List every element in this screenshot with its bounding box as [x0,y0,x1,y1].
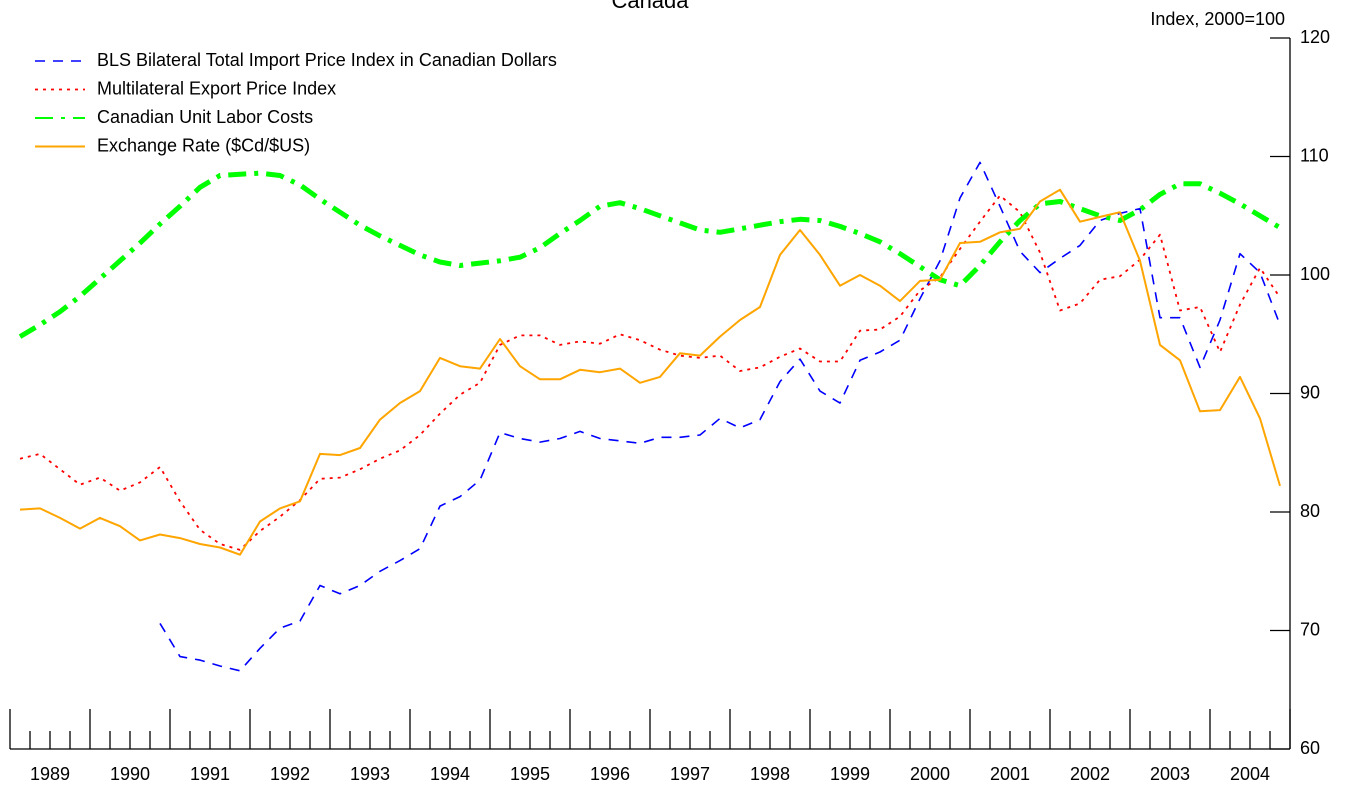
x-tick-label: 2002 [1070,764,1110,784]
y-axis-label: Index, 2000=100 [1150,9,1285,29]
legend-label: BLS Bilateral Total Import Price Index i… [97,50,557,70]
x-tick-label: 2001 [990,764,1030,784]
x-tick-label: 1996 [590,764,630,784]
y-tick-label: 120 [1300,27,1330,47]
x-tick-label: 1989 [30,764,70,784]
y-tick-label: 60 [1300,738,1320,758]
x-tick-label: 1992 [270,764,310,784]
x-tick-label: 1995 [510,764,550,784]
series-line [19,188,1281,556]
x-tick-label: 2000 [910,764,950,784]
x-tick-label: 1998 [750,764,790,784]
legend-label: Canadian Unit Labor Costs [97,107,313,127]
x-tick-label: 1991 [190,764,230,784]
x-tick-label: 1999 [830,764,870,784]
x-tick-label: 2004 [1230,764,1270,784]
x-tick-label: 1994 [430,764,470,784]
x-tick-label: 2003 [1150,764,1190,784]
x-tick-label: 1990 [110,764,150,784]
series-line [19,194,1281,551]
y-tick-label: 70 [1300,619,1320,639]
chart-title: Canada [611,0,689,13]
y-tick-label: 90 [1300,382,1320,402]
y-tick-label: 80 [1300,501,1320,521]
legend-label: Exchange Rate ($Cd/$US) [97,135,310,155]
y-tick-label: 110 [1300,145,1329,165]
series-line [18,170,1282,339]
legend-label: Multilateral Export Price Index [97,78,336,98]
x-tick-label: 1997 [670,764,710,784]
y-tick-label: 100 [1300,264,1330,284]
x-tick-label: 1993 [350,764,390,784]
series-line [159,161,1281,672]
